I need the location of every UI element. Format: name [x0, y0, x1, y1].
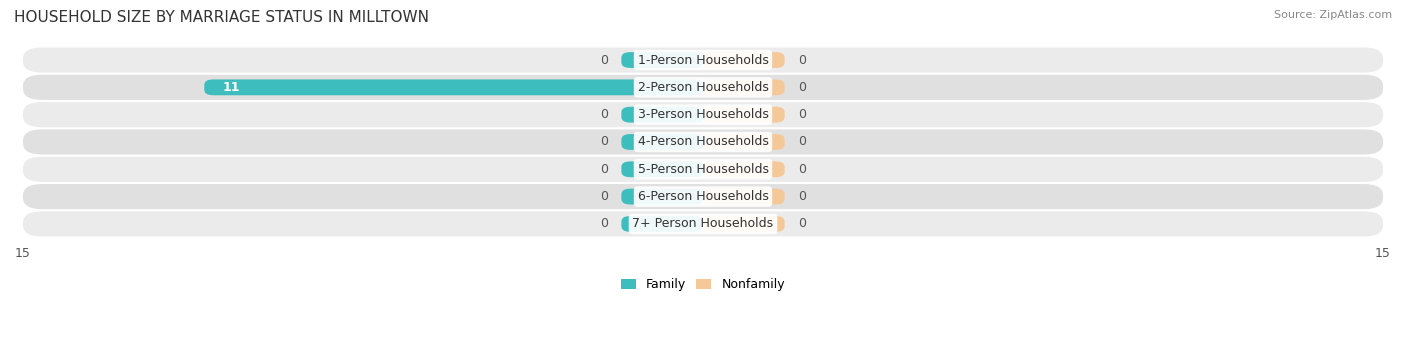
FancyBboxPatch shape	[621, 52, 703, 68]
FancyBboxPatch shape	[22, 157, 1384, 182]
FancyBboxPatch shape	[22, 211, 1384, 237]
Text: 0: 0	[799, 218, 806, 231]
FancyBboxPatch shape	[22, 130, 1384, 154]
Text: 0: 0	[600, 135, 607, 148]
FancyBboxPatch shape	[621, 134, 703, 150]
Text: 0: 0	[600, 190, 607, 203]
Text: 7+ Person Households: 7+ Person Households	[633, 218, 773, 231]
FancyBboxPatch shape	[22, 102, 1384, 127]
Text: 0: 0	[799, 163, 806, 176]
Text: Source: ZipAtlas.com: Source: ZipAtlas.com	[1274, 10, 1392, 20]
FancyBboxPatch shape	[703, 161, 785, 177]
FancyBboxPatch shape	[703, 134, 785, 150]
FancyBboxPatch shape	[703, 52, 785, 68]
FancyBboxPatch shape	[703, 107, 785, 122]
Text: 0: 0	[799, 81, 806, 94]
Text: 0: 0	[600, 54, 607, 66]
FancyBboxPatch shape	[621, 107, 703, 122]
Text: 0: 0	[799, 54, 806, 66]
Text: 1-Person Households: 1-Person Households	[637, 54, 769, 66]
Text: 5-Person Households: 5-Person Households	[637, 163, 769, 176]
FancyBboxPatch shape	[621, 189, 703, 205]
FancyBboxPatch shape	[22, 184, 1384, 209]
FancyBboxPatch shape	[703, 216, 785, 232]
FancyBboxPatch shape	[703, 189, 785, 205]
Text: 0: 0	[799, 108, 806, 121]
Text: 4-Person Households: 4-Person Households	[637, 135, 769, 148]
FancyBboxPatch shape	[621, 161, 703, 177]
FancyBboxPatch shape	[621, 216, 703, 232]
Text: 6-Person Households: 6-Person Households	[637, 190, 769, 203]
Legend: Family, Nonfamily: Family, Nonfamily	[621, 278, 785, 291]
Text: 11: 11	[222, 81, 240, 94]
FancyBboxPatch shape	[703, 79, 785, 95]
Text: 0: 0	[600, 218, 607, 231]
Text: 0: 0	[799, 135, 806, 148]
Text: 0: 0	[600, 108, 607, 121]
FancyBboxPatch shape	[22, 47, 1384, 73]
Text: 2-Person Households: 2-Person Households	[637, 81, 769, 94]
Text: 0: 0	[600, 163, 607, 176]
Text: HOUSEHOLD SIZE BY MARRIAGE STATUS IN MILLTOWN: HOUSEHOLD SIZE BY MARRIAGE STATUS IN MIL…	[14, 10, 429, 25]
FancyBboxPatch shape	[22, 75, 1384, 100]
Text: 3-Person Households: 3-Person Households	[637, 108, 769, 121]
Text: 0: 0	[799, 190, 806, 203]
FancyBboxPatch shape	[204, 79, 703, 95]
